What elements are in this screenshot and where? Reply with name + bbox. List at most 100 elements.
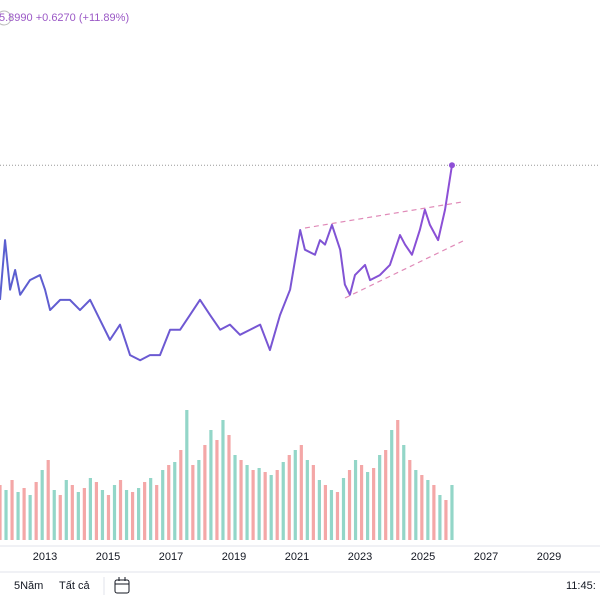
volume-bar (70, 485, 74, 540)
volume-bar (58, 495, 62, 540)
volume-bar (173, 462, 177, 540)
x-tick-label: 2019 (222, 551, 246, 563)
volume-bar (106, 495, 111, 540)
volume-bar (299, 445, 303, 540)
volume-bar (16, 492, 20, 540)
volume-layer (0, 410, 454, 540)
volume-bar (426, 480, 430, 540)
volume-bar (281, 462, 285, 540)
volume-bar (149, 478, 153, 540)
volume-bar (215, 440, 219, 540)
volume-bar (28, 495, 32, 540)
volume-bar (52, 490, 56, 540)
volume-bar (420, 475, 424, 540)
x-tick-label: 2021 (285, 551, 309, 563)
range-button[interactable]: 5Năm (14, 580, 43, 592)
volume-bar (143, 482, 147, 540)
range-button[interactable]: Tất cả (59, 580, 90, 592)
volume-bar (359, 465, 364, 540)
volume-bar (22, 488, 26, 540)
clock: 11:45: (566, 580, 596, 592)
volume-bar (390, 430, 394, 540)
x-tick-label: 2029 (537, 551, 561, 563)
volume-bar (432, 485, 436, 540)
volume-bar (130, 492, 135, 540)
volume-bar (287, 455, 291, 540)
volume-bar (317, 480, 321, 540)
volume-bar (311, 465, 315, 540)
volume-bar (112, 485, 117, 540)
volume-bar (263, 472, 267, 540)
volume-bar (40, 470, 44, 540)
volume-bar (4, 490, 8, 540)
volume-bar (179, 450, 183, 540)
price-change: +0.6270 (36, 12, 76, 24)
volume-bar (323, 485, 328, 540)
trend-line-lower (344, 239, 466, 299)
volume-bar (372, 468, 376, 540)
volume-bar (335, 492, 340, 540)
volume-bar (275, 470, 279, 540)
volume-bar (438, 495, 442, 540)
x-tick-label: 2017 (159, 551, 183, 563)
volume-bar (341, 478, 346, 540)
volume-bar (233, 455, 237, 540)
volume-bar (257, 468, 261, 540)
last-price: 5.8990 (0, 12, 33, 24)
price-layer: 2013 2015 2017 2019 2021 2023 2025 2027 2029 (0, 162, 600, 563)
volume-bar (366, 472, 370, 540)
trend-line-upper (304, 201, 463, 229)
x-tick-label: 2023 (348, 551, 372, 563)
volume-bar (378, 455, 382, 540)
volume-bar (82, 488, 86, 540)
volume-bar (185, 410, 189, 540)
price-line (0, 165, 453, 362)
volume-bar (197, 460, 201, 540)
volume-bar (94, 482, 99, 540)
x-tick-label: 2013 (33, 551, 57, 563)
volume-bar (227, 435, 231, 540)
volume-bar (245, 465, 249, 540)
calendar-icon[interactable] (114, 577, 130, 594)
volume-bar (402, 445, 406, 540)
volume-bar (118, 480, 123, 540)
x-tick-label: 2025 (411, 551, 435, 563)
volume-bar (239, 460, 243, 540)
volume-bar (251, 470, 255, 540)
volume-bar (34, 482, 38, 540)
volume-bar (64, 480, 68, 540)
volume-bar (0, 485, 2, 540)
legend-icon[interactable] (0, 10, 12, 26)
volume-bar (161, 470, 165, 540)
volume-bar (167, 465, 171, 540)
x-tick-label: 2015 (96, 551, 120, 563)
volume-bar (191, 465, 195, 540)
volume-bar (396, 420, 400, 540)
volume-bar (46, 460, 50, 540)
price-change-pct: (+11.89%) (79, 12, 129, 24)
volume-bar (209, 430, 213, 540)
volume-bar (88, 478, 92, 540)
x-tick-label: 2027 (474, 551, 498, 563)
volume-bar (414, 470, 418, 540)
volume-bar (293, 450, 297, 540)
header-legend: 5.8990 +0.6270 (+11.89%) (0, 12, 129, 24)
volume-bar (100, 490, 105, 540)
volume-bar (444, 500, 448, 540)
volume-bar (408, 460, 412, 540)
volume-bar (450, 485, 454, 540)
last-price-dot (448, 162, 455, 169)
volume-bar (221, 420, 225, 540)
volume-bar (353, 460, 358, 540)
volume-bar (347, 470, 352, 540)
volume-bar (384, 450, 388, 540)
volume-bar (10, 480, 14, 540)
volume-bar (155, 485, 159, 540)
volume-bar (203, 445, 207, 540)
volume-bar (305, 460, 309, 540)
volume-bar (124, 490, 129, 540)
volume-bar (329, 490, 334, 540)
volume-bar (76, 492, 80, 540)
